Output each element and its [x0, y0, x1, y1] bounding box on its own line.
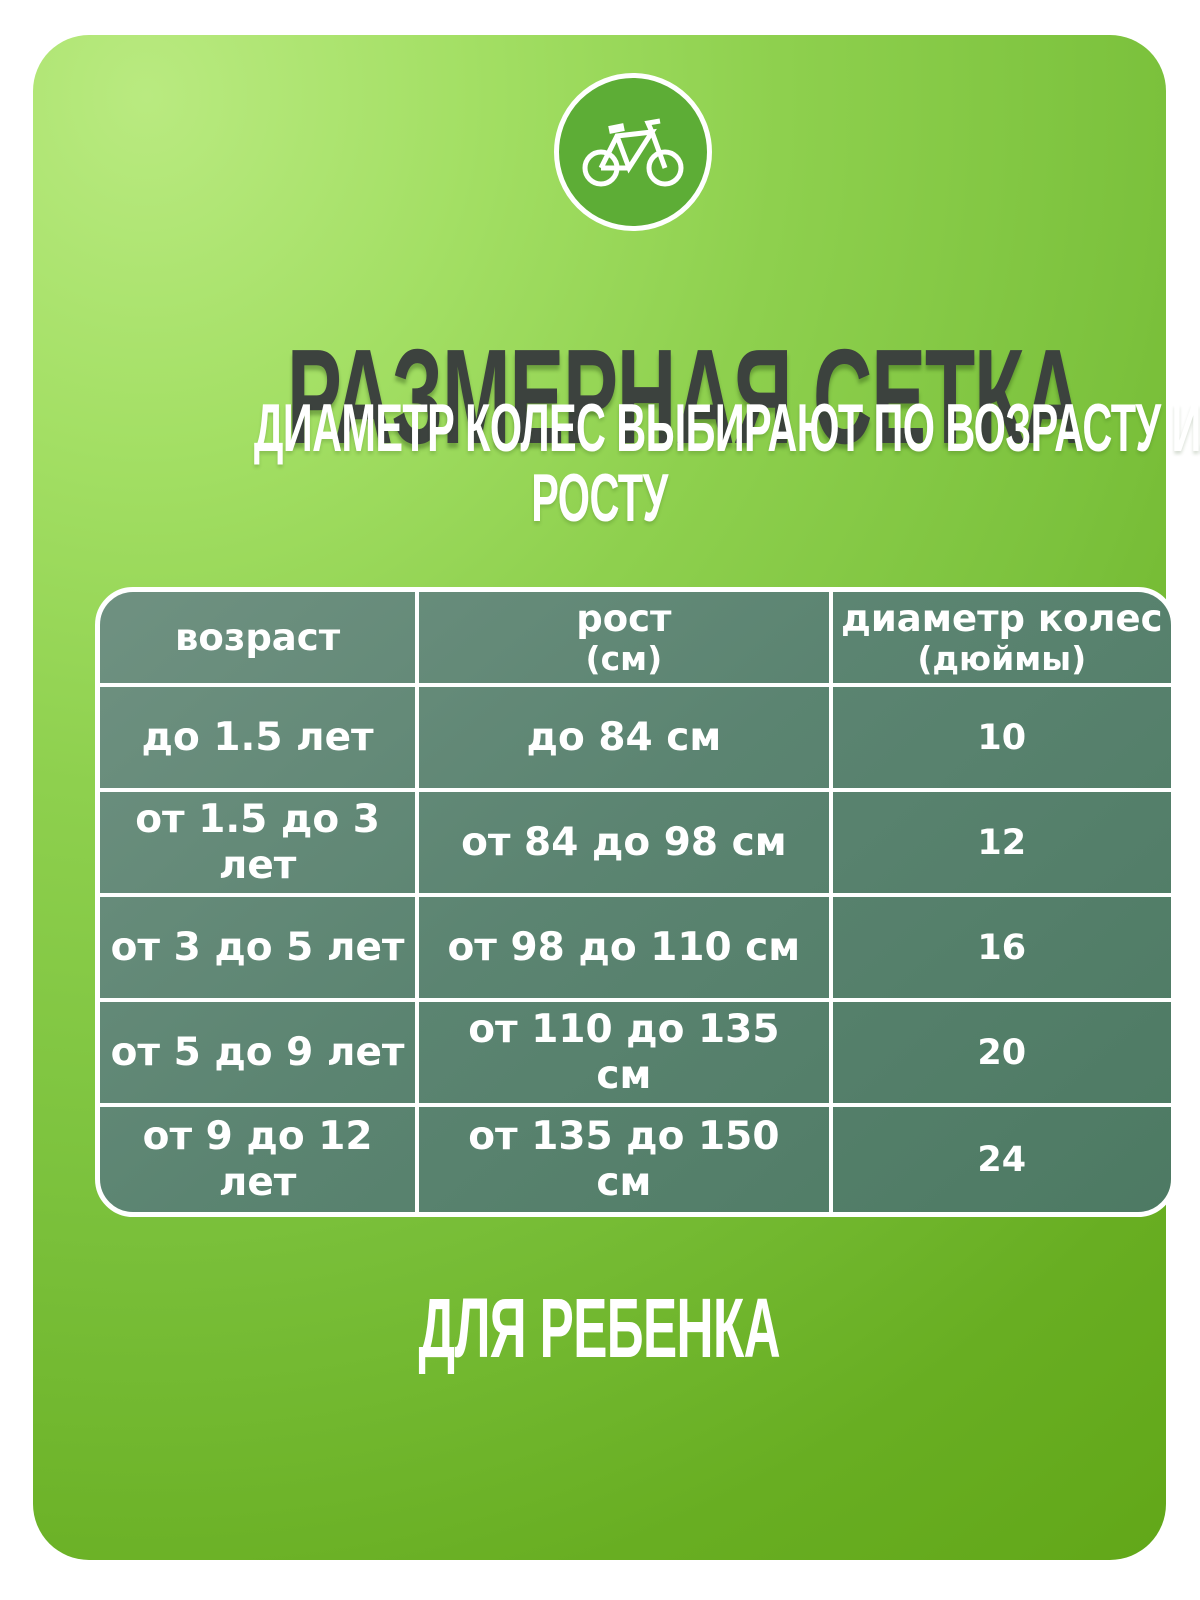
table-cell-wheels: 12: [832, 792, 1171, 897]
column-header-age: возраст: [100, 592, 420, 687]
table-cell-wheels: 10: [832, 687, 1171, 792]
subtitle-line-2: РОСТУ: [531, 460, 668, 536]
column-header-wheel-diameter-label: диаметр колес: [840, 596, 1163, 640]
table-cell-wheels: 24: [977, 1139, 1027, 1180]
page-title-text: РАЗМЕРНАЯ СЕТКА: [286, 321, 1083, 473]
column-header-wheel-diameter: диаметр колес (дюймы): [832, 592, 1171, 687]
column-header-height-label: рост: [576, 596, 672, 640]
table-cell-height: до 84 см: [419, 687, 833, 792]
audience-label-text: ДЛЯ РЕБЕНКА: [418, 1281, 781, 1375]
table-cell-wheels: 20: [832, 1002, 1171, 1107]
table-cell-height: от 84 до 98 см: [419, 792, 833, 897]
table-cell-height: от 110 до 135 см: [419, 1002, 833, 1107]
column-header-age-label: возраст: [174, 615, 341, 659]
table-cell-age: от 5 до 9 лет: [100, 1002, 420, 1107]
audience-label: ДЛЯ РЕБЕНКА: [33, 1283, 1166, 1373]
table-cell-age: до 1.5 лет: [100, 687, 420, 792]
size-chart-card: РАЗМЕРНАЯ СЕТКА ДИАМЕТР КОЛЕС ВЫБИРАЮТ П…: [33, 35, 1200, 1560]
table-cell-age: от 3 до 5 лет: [100, 897, 420, 1002]
table-cell-wheels: 16: [832, 897, 1171, 1002]
bicycle-icon: [554, 73, 712, 231]
column-header-wheel-diameter-unit: (дюймы): [917, 638, 1087, 678]
table-cell-age: от 9 до 12 лет: [100, 1107, 420, 1212]
size-table: возраст рост (см) диаметр колес (дюймы) …: [95, 587, 1176, 1217]
page-title: РАЗМЕРНАЯ СЕТКА: [33, 321, 1166, 473]
bicycle-icon-glyph: [582, 118, 684, 187]
column-header-height-unit: (см): [585, 638, 663, 678]
table-cell-height: от 135 до 150 см: [419, 1107, 833, 1212]
subtitle-line-1: ДИАМЕТР КОЛЕС ВЫБИРАЮТ ПО ВОЗРАСТУ ИЛИ П…: [253, 390, 1200, 466]
column-header-height: рост (см): [419, 592, 833, 687]
table-cell-height: от 98 до 110 см: [419, 897, 833, 1002]
page-subtitle: ДИАМЕТР КОЛЕС ВЫБИРАЮТ ПО ВОЗРАСТУ ИЛИ П…: [33, 390, 1200, 536]
table-cell-age: от 1.5 до 3 лет: [100, 792, 420, 897]
